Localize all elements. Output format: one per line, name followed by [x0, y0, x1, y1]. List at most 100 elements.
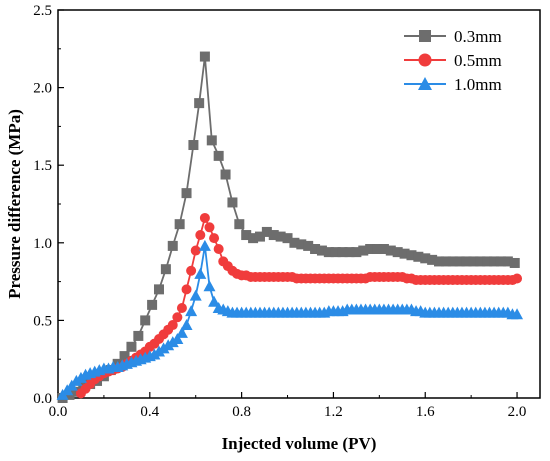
x-axis-title: Injected volume (PV)	[222, 434, 377, 453]
data-point-0.3mm	[188, 140, 199, 151]
data-point-0.3mm	[194, 98, 205, 109]
data-point-0.3mm	[385, 245, 396, 256]
data-point-0.3mm	[399, 248, 410, 259]
data-point-0.3mm	[227, 197, 238, 208]
data-point-0.3mm	[147, 299, 158, 310]
data-point-0.5mm	[190, 245, 201, 256]
data-point-0.3mm	[502, 256, 513, 267]
x-tick-label: 1.2	[324, 404, 343, 420]
data-point-0.3mm	[489, 256, 500, 267]
data-point-0.3mm	[344, 247, 355, 258]
data-point-0.3mm	[337, 247, 348, 258]
legend-marker-1.0mm	[418, 77, 432, 90]
data-point-0.3mm	[296, 239, 307, 250]
data-point-0.3mm	[378, 244, 389, 255]
data-point-0.3mm	[427, 254, 438, 265]
data-point-0.3mm	[420, 253, 431, 264]
data-point-0.3mm	[167, 240, 178, 251]
data-point-0.3mm	[248, 233, 259, 244]
data-point-0.3mm	[303, 240, 314, 251]
series-0.5mm	[75, 212, 523, 399]
legend-item-0.5mm: 0.5mm	[404, 51, 502, 70]
data-point-0.5mm	[199, 212, 210, 223]
data-point-0.3mm	[213, 150, 224, 161]
y-tick-label: 1.5	[33, 158, 52, 174]
data-point-0.3mm	[447, 256, 458, 267]
data-point-0.3mm	[461, 256, 472, 267]
data-point-0.3mm	[220, 169, 231, 180]
data-point-0.3mm	[174, 219, 185, 230]
data-point-0.5mm	[181, 284, 192, 295]
data-point-0.3mm	[406, 250, 417, 261]
series-1.0mm	[56, 239, 524, 400]
data-point-0.3mm	[275, 231, 286, 242]
data-point-1.0mm	[185, 305, 198, 317]
data-point-0.5mm	[204, 222, 215, 233]
data-point-0.3mm	[509, 257, 520, 268]
data-point-0.3mm	[140, 315, 151, 326]
data-point-0.5mm	[167, 320, 178, 331]
data-point-0.3mm	[440, 256, 451, 267]
data-point-0.3mm	[282, 233, 293, 244]
x-tick-label: 0.4	[140, 404, 159, 420]
data-point-0.3mm	[434, 256, 445, 267]
data-point-1.0mm	[511, 308, 524, 320]
data-point-0.5mm	[209, 233, 220, 244]
data-point-0.3mm	[351, 247, 362, 258]
data-point-1.0mm	[171, 333, 184, 345]
data-point-1.0mm	[180, 319, 193, 331]
series-line-1.0mm	[61, 245, 517, 396]
legend-label-0.5mm: 0.5mm	[454, 51, 502, 70]
data-point-0.3mm	[468, 256, 479, 267]
data-point-0.3mm	[234, 219, 245, 230]
data-point-0.5mm	[213, 244, 224, 255]
data-point-1.0mm	[198, 239, 211, 251]
legend-marker-0.3mm	[419, 30, 431, 42]
y-tick-label: 0.0	[33, 391, 52, 407]
data-point-0.3mm	[310, 244, 321, 255]
data-point-0.3mm	[358, 245, 369, 256]
data-point-0.3mm	[181, 188, 192, 199]
x-tick-label: 2.0	[508, 404, 527, 420]
data-point-0.5mm	[195, 230, 206, 241]
data-point-1.0mm	[175, 326, 188, 338]
data-point-0.3mm	[289, 237, 300, 248]
x-tick-label: 0.0	[49, 404, 68, 420]
data-point-0.3mm	[241, 230, 252, 241]
data-point-0.3mm	[372, 244, 383, 255]
data-point-1.0mm	[203, 280, 216, 292]
data-point-0.3mm	[268, 230, 279, 241]
y-tick-label: 1.0	[33, 236, 52, 252]
data-point-1.0mm	[194, 267, 207, 279]
data-point-0.3mm	[482, 256, 493, 267]
y-axis-title: Pressure difference (MPa)	[5, 109, 24, 299]
legend-marker-0.5mm	[418, 53, 432, 67]
y-tick-label: 2.0	[33, 81, 52, 97]
legend-label-1.0mm: 1.0mm	[454, 75, 502, 94]
data-point-0.3mm	[323, 247, 334, 258]
data-point-0.3mm	[413, 251, 424, 262]
y-tick-label: 0.5	[33, 313, 52, 329]
x-tick-label: 0.8	[232, 404, 251, 420]
data-point-0.3mm	[206, 135, 217, 146]
data-point-0.3mm	[126, 341, 137, 352]
data-point-0.5mm	[512, 273, 523, 284]
data-point-0.3mm	[316, 245, 327, 256]
data-point-0.3mm	[495, 256, 506, 267]
data-point-0.3mm	[254, 231, 265, 242]
x-tick-label: 1.6	[416, 404, 435, 420]
series-0.3mm	[57, 51, 520, 403]
data-point-0.3mm	[133, 330, 144, 341]
legend-item-1.0mm: 1.0mm	[404, 75, 502, 94]
legend-label-0.3mm: 0.3mm	[454, 27, 502, 46]
legend: 0.3mm 0.5mm 1.0mm	[404, 27, 502, 94]
data-point-1.0mm	[208, 295, 221, 307]
data-point-0.3mm	[153, 284, 164, 295]
data-point-0.5mm	[176, 302, 187, 313]
ticks-layer: 0.0 0.4 0.8 1.2 1.6 2.0 0.0 0.5 1.0 1.5 2.0 2.5	[33, 3, 526, 420]
series-layer	[56, 51, 524, 403]
data-point-0.3mm	[365, 244, 376, 255]
data-point-0.3mm	[160, 264, 171, 275]
data-point-0.3mm	[454, 256, 465, 267]
